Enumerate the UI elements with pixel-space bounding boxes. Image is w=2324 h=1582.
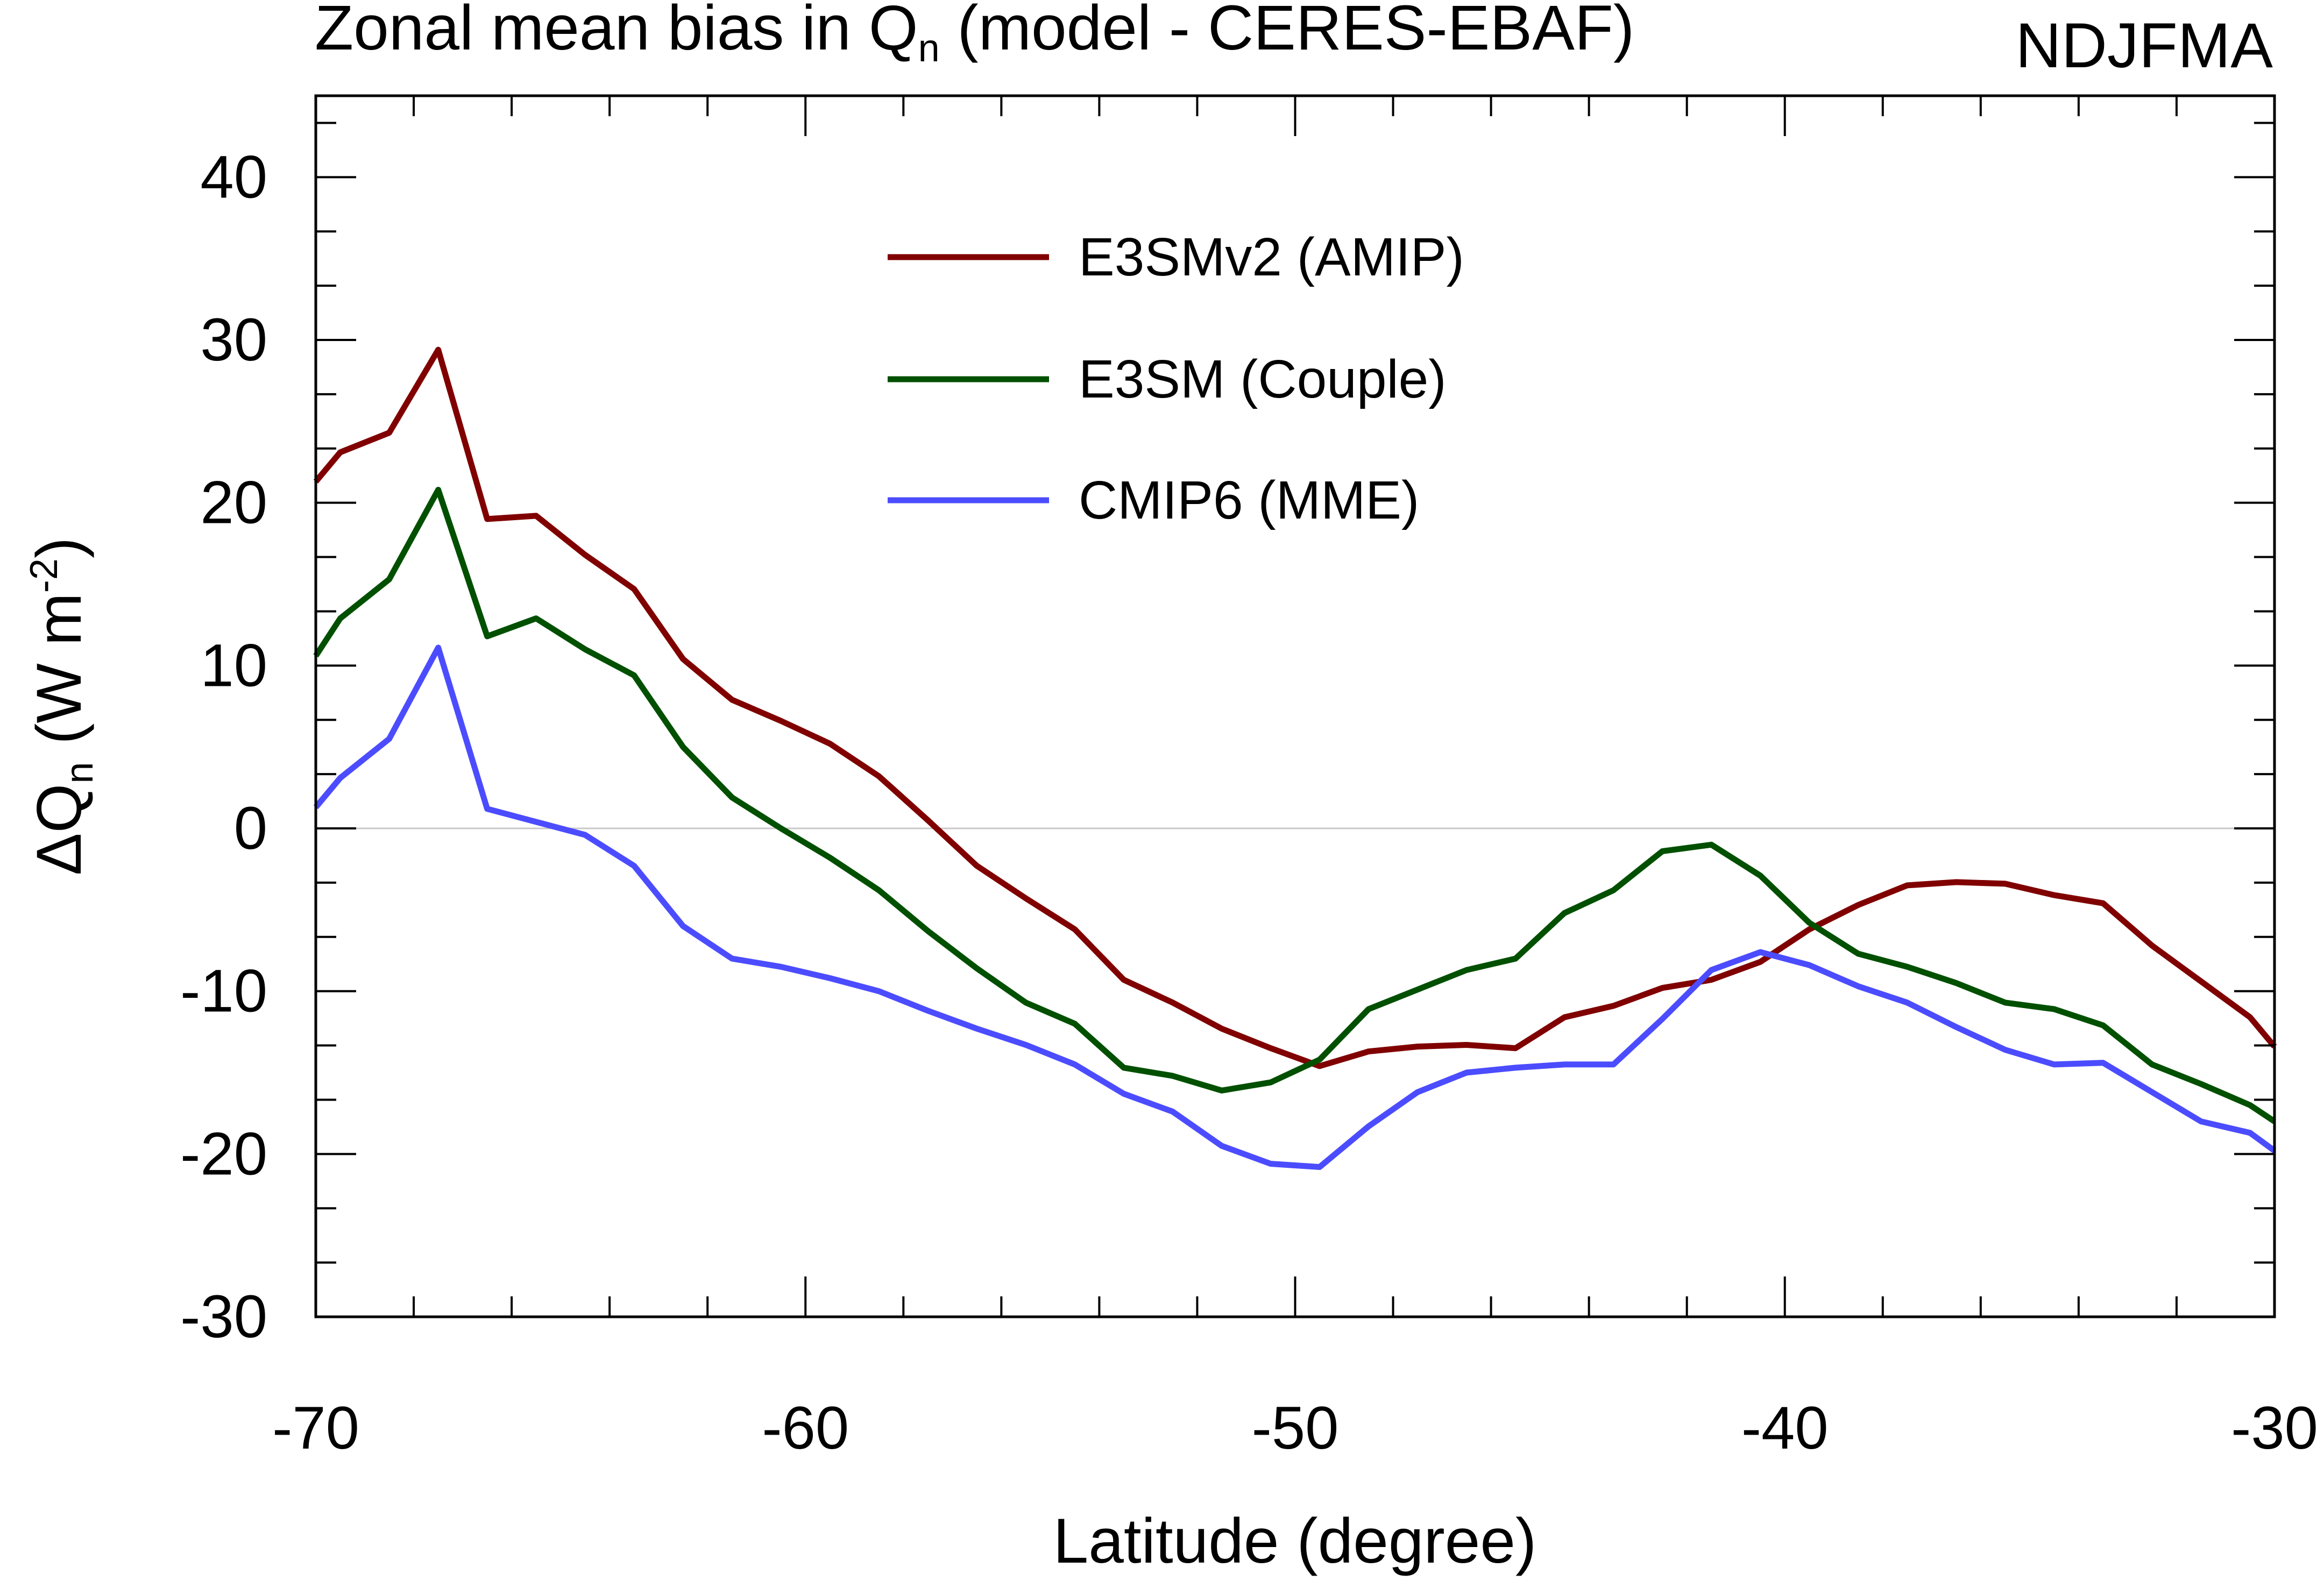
title-subscript: n: [918, 27, 940, 70]
legend: E3SMv2 (AMIP) E3SM (Couple) CMIP6 (MME): [888, 227, 1464, 530]
title-rest: (model - CERES-EBAF): [940, 0, 1635, 63]
legend-label-cmip6: CMIP6 (MME): [1079, 470, 1419, 530]
series-line-2: [313, 644, 2277, 1170]
y-tick-label: 40: [200, 143, 267, 210]
x-tick-label: -40: [1741, 1394, 1829, 1462]
y-tick-label: -30: [180, 1283, 267, 1350]
tick-layer: [315, 96, 2276, 1318]
y-tick-label: 20: [200, 469, 267, 536]
x-tick-label: -60: [762, 1394, 849, 1462]
title-main: Zonal mean bias in Q: [315, 0, 918, 63]
chart-title: Zonal mean bias in Qn (model - CERES-EBA…: [315, 0, 1634, 70]
ylabel-superscript: -2: [23, 558, 66, 593]
ylabel-unit: (W m: [24, 593, 95, 762]
x-tick-label: -70: [272, 1394, 359, 1462]
x-axis-label: Latitude (degree): [1053, 1506, 1537, 1577]
y-tick-label: -10: [180, 957, 267, 1025]
series-layer: [313, 346, 2277, 1170]
y-tick-labels: -30 -20 -10 0 10 20 30 40: [180, 143, 267, 1350]
legend-label-e3smv2: E3SMv2 (AMIP): [1079, 227, 1464, 287]
ylabel-close: ): [24, 537, 95, 558]
y-axis-label: ΔQn (W m-2): [23, 537, 101, 876]
ylabel-subscript: n: [58, 762, 101, 784]
series-line-1: [313, 487, 2277, 1124]
y-tick-label: 10: [200, 632, 267, 699]
y-tick-label: 0: [234, 794, 267, 862]
x-tick-label: -50: [1252, 1394, 1339, 1462]
y-tick-label: -20: [180, 1120, 267, 1187]
x-tick-label: -30: [2231, 1394, 2318, 1462]
season-label: NDJFMA: [2015, 10, 2273, 81]
x-tick-labels: -70 -60 -50 -40 -30: [272, 1394, 2318, 1462]
series-line-0: [313, 346, 2277, 1069]
ylabel-delta: ΔQ: [24, 784, 95, 876]
legend-label-e3sm: E3SM (Couple): [1079, 349, 1447, 409]
y-tick-label: 30: [200, 306, 267, 373]
